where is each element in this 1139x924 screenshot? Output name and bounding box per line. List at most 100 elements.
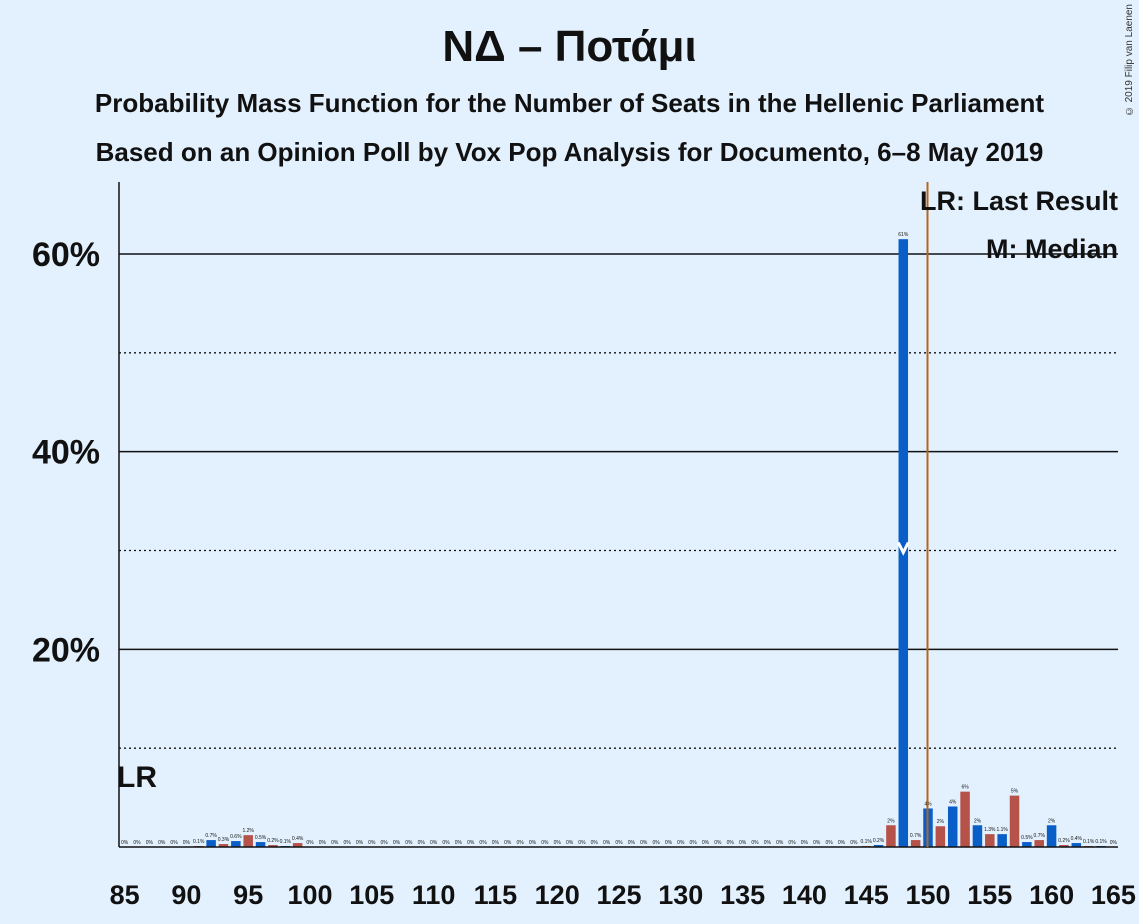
lr-marker-label: LR	[117, 761, 157, 794]
bar-label-seat-152: 4%	[949, 799, 957, 805]
bar-label-seat-151: 2%	[937, 819, 945, 825]
markers: LR	[117, 182, 929, 847]
axes	[118, 182, 1118, 848]
x-tick-label-135: 135	[720, 880, 765, 910]
gridlines	[119, 253, 1118, 749]
y-tick-label-60: 60%	[32, 236, 100, 274]
bar-label-seat-141: 0%	[813, 840, 821, 846]
bar-seat-152	[947, 806, 958, 847]
bar-label-seat-121: 0%	[566, 840, 574, 846]
bar-label-seat-98: 0.1%	[280, 839, 292, 845]
bar-label-seat-90: 0%	[183, 840, 191, 846]
bar-seat-99	[292, 843, 303, 847]
bar-label-seat-127: 0%	[640, 840, 648, 846]
bar-label-seat-125: 0%	[615, 840, 623, 846]
bar-label-seat-109: 0%	[418, 840, 426, 846]
x-tick-label-95: 95	[233, 880, 263, 910]
bar-label-seat-148: 61%	[898, 232, 909, 238]
x-tick-label-85: 85	[110, 880, 140, 910]
bar-seat-162	[1071, 843, 1082, 847]
x-tick-label-145: 145	[844, 880, 889, 910]
bar-label-seat-142: 0%	[826, 840, 834, 846]
x-tick-label-90: 90	[171, 880, 201, 910]
x-tick-label-100: 100	[287, 880, 332, 910]
y-tick-label-40: 40%	[32, 434, 100, 472]
bar-label-seat-135: 0%	[739, 840, 747, 846]
bar-label-seat-96: 0.5%	[255, 835, 267, 841]
bar-label-seat-116: 0%	[504, 840, 512, 846]
x-tick-label-140: 140	[782, 880, 827, 910]
bar-label-seat-149: 0.7%	[910, 833, 922, 839]
bar-label-seat-164: 0.1%	[1095, 839, 1107, 845]
bar-seat-147	[886, 825, 896, 847]
bar-label-seat-133: 0%	[714, 840, 722, 846]
x-tick-label-120: 120	[535, 880, 580, 910]
bar-label-seat-85: 0%	[121, 840, 129, 846]
bar-seat-156	[997, 834, 1007, 847]
bar-seat-155	[985, 834, 995, 847]
bar-label-seat-105: 0%	[368, 840, 376, 846]
bar-label-seat-158: 0.5%	[1021, 835, 1033, 841]
bar-label-seat-134: 0%	[727, 840, 735, 846]
bar-label-seat-161: 0.2%	[1058, 838, 1070, 844]
bar-seat-93	[218, 844, 229, 847]
bar-label-seat-118: 0%	[529, 840, 537, 846]
bar-label-seat-101: 0%	[319, 840, 327, 846]
bars	[194, 239, 1106, 848]
bar-seat-146	[873, 845, 884, 847]
bar-label-seat-117: 0%	[517, 840, 525, 846]
bar-label-seat-102: 0%	[331, 840, 339, 846]
x-tick-label-165: 165	[1091, 880, 1136, 910]
bar-label-seat-88: 0%	[158, 840, 166, 846]
bar-label-seat-110: 0%	[430, 840, 438, 846]
legend-last-result: LR: Last Result	[920, 186, 1118, 216]
bar-label-seat-129: 0%	[665, 840, 673, 846]
bar-label-seat-123: 0%	[591, 840, 599, 846]
bar-label-seat-119: 0%	[541, 840, 549, 846]
bar-seat-159	[1034, 840, 1044, 847]
bar-seat-154	[972, 825, 983, 847]
bar-label-seat-128: 0%	[652, 840, 660, 846]
bar-label-seat-165: 0%	[1110, 840, 1118, 846]
chart-title: ΝΔ – Ποτάμι	[442, 22, 697, 71]
x-tick-label-130: 130	[658, 880, 703, 910]
bar-label-seat-153: 6%	[961, 785, 969, 791]
bar-seat-97	[268, 845, 278, 847]
bar-label-seat-124: 0%	[603, 840, 611, 846]
bar-label-seat-132: 0%	[702, 840, 710, 846]
bar-label-seat-92: 0.7%	[205, 833, 217, 839]
x-tick-label-105: 105	[349, 880, 394, 910]
bar-seat-157	[1009, 795, 1020, 847]
bar-label-seat-89: 0%	[170, 840, 178, 846]
bar-label-seat-140: 0%	[801, 840, 809, 846]
bar-seat-161	[1059, 845, 1069, 847]
x-tick-label-155: 155	[967, 880, 1012, 910]
bar-label-seat-139: 0%	[788, 840, 796, 846]
bar-seat-151	[935, 826, 946, 847]
y-tick-labels: 20% 40% 60%	[32, 236, 100, 669]
bar-labels: 0% 0% 0% 0% 0% 0% 0.1%0.7%0.3% 0.6%1.2%0.5% 0.2%…	[121, 232, 1118, 846]
bar-seat-158	[1022, 842, 1032, 847]
bar-seat-92	[206, 840, 216, 847]
bar-label-seat-104: 0%	[356, 840, 364, 846]
x-tick-labels: 85 90 95 100 105 110 115 120 125 130 135 140 145 150 1…	[110, 880, 1136, 910]
bar-label-seat-115: 0%	[492, 840, 500, 846]
legend: LR: Last Result M: Median	[920, 186, 1118, 264]
bar-label-seat-94: 0.6%	[230, 834, 242, 840]
bar-label-seat-114: 0%	[479, 840, 487, 846]
bar-label-seat-95: 1.2%	[242, 828, 254, 834]
bar-seat-95	[243, 835, 253, 847]
x-tick-label-160: 160	[1029, 880, 1074, 910]
bar-label-seat-131: 0%	[690, 840, 698, 846]
bar-label-seat-112: 0%	[455, 840, 463, 846]
bar-label-seat-91: 0.1%	[193, 839, 205, 845]
bar-label-seat-143: 0%	[838, 840, 846, 846]
bar-label-seat-154: 2%	[974, 818, 982, 824]
bar-label-seat-137: 0%	[764, 840, 772, 846]
bar-label-seat-144: 0%	[850, 840, 858, 846]
bar-label-seat-159: 0.7%	[1034, 833, 1046, 839]
bar-label-seat-157: 5%	[1011, 789, 1019, 795]
bar-label-seat-120: 0%	[554, 840, 562, 846]
bar-label-seat-107: 0%	[393, 840, 401, 846]
bar-label-seat-103: 0%	[343, 840, 351, 846]
